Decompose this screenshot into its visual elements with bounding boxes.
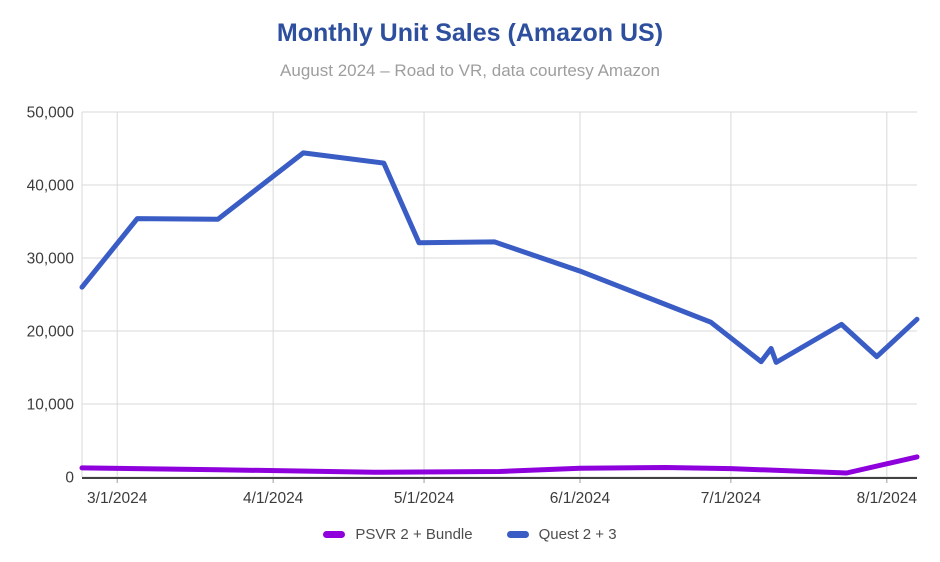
chart-legend: PSVR 2 + Bundle Quest 2 + 3 <box>0 526 940 543</box>
chart-title: Monthly Unit Sales (Amazon US) <box>276 19 664 47</box>
legend-item-psvr-2-bundle: PSVR 2 + Bundle <box>323 526 473 543</box>
legend-item-quest-2-3: Quest 2 + 3 <box>506 526 617 543</box>
x-axis-tick-label: 6/1/2024 <box>550 490 611 507</box>
x-axis-tick-label: 4/1/2024 <box>243 490 304 507</box>
quest-line <box>79 150 920 365</box>
y-axis-tick-label: 20,000 <box>27 324 75 341</box>
y-axis-tick-label: 50,000 <box>27 105 75 122</box>
x-axis-tick-label: 8/1/2024 <box>857 490 918 507</box>
x-axis-tick-label: 5/1/2024 <box>394 490 455 507</box>
legend-label-quest: Quest 2 + 3 <box>538 526 617 543</box>
x-axis-tick-label: 7/1/2024 <box>701 490 762 507</box>
y-axis-tick-label: 0 <box>65 470 74 487</box>
y-axis-tick-label: 40,000 <box>27 178 75 195</box>
psvr-line <box>79 454 920 476</box>
quest-line-swatch-icon <box>506 531 529 538</box>
psvr-line-swatch-icon <box>323 531 346 538</box>
y-axis-tick-label: 30,000 <box>27 251 75 268</box>
legend-label-psvr: PSVR 2 + Bundle <box>355 526 473 543</box>
chart-subtitle: August 2024 – Road to VR, data courtesy … <box>280 61 660 80</box>
x-axis-tick-label: 3/1/2024 <box>87 490 148 507</box>
y-axis-tick-label: 10,000 <box>27 397 75 414</box>
